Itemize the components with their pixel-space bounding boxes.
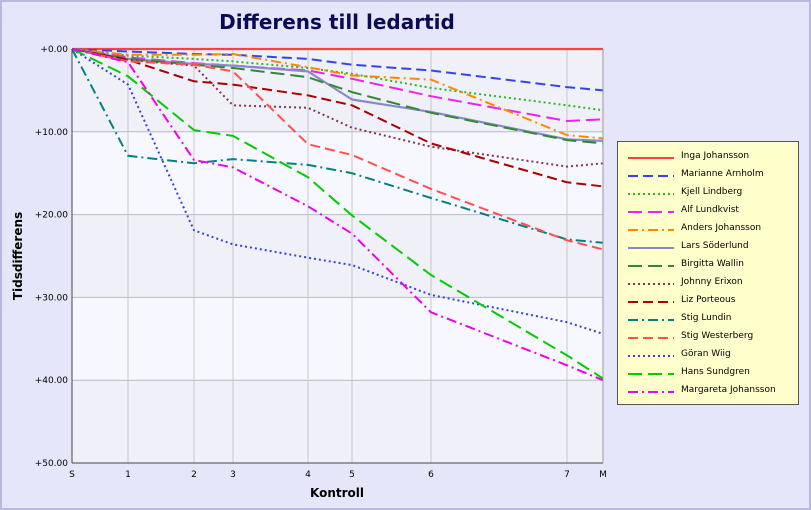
legend-label: Liz Porteous <box>681 295 736 305</box>
legend-label: Stig Westerberg <box>681 331 754 341</box>
legend-swatch <box>628 247 674 249</box>
y-tick-label: +0.00 <box>40 45 68 55</box>
series-line <box>71 48 604 251</box>
legend-label: Lars Söderlund <box>681 241 749 251</box>
legend-item: Lars Söderlund <box>618 239 798 257</box>
legend-item: Göran Wiig <box>618 347 798 365</box>
legend-swatch <box>628 193 674 195</box>
legend-swatch <box>628 229 674 231</box>
series-line <box>71 48 604 112</box>
series-lines <box>71 47 604 382</box>
x-tick-label: 5 <box>349 470 355 480</box>
legend-swatch <box>628 157 674 159</box>
legend-label: Marianne Arnholm <box>681 169 764 179</box>
legend-item: Stig Westerberg <box>618 329 798 347</box>
series-line <box>71 48 604 382</box>
legend-label: Inga Johansson <box>681 151 750 161</box>
legend-item: Kjell Lindberg <box>618 185 798 203</box>
legend-swatch <box>628 319 674 321</box>
y-tick-label: +20.00 <box>35 211 69 221</box>
chart-title: Differens till ledartid <box>219 10 455 34</box>
plot-band <box>72 297 603 381</box>
legend-swatch <box>628 301 674 303</box>
legend-label: Johnny Erixon <box>681 277 743 287</box>
x-tick-label: M <box>599 470 607 480</box>
x-tick-label: 6 <box>428 470 434 480</box>
series-line <box>71 47 604 142</box>
y-tick-label: +30.00 <box>35 293 69 303</box>
legend: Inga Johansson Marianne Arnholm Kjell Lind… <box>617 141 799 405</box>
legend-item: Alf Lundkvist <box>618 203 798 221</box>
x-tick-label: 1 <box>125 470 131 480</box>
legend-item: Stig Lundin <box>618 311 798 329</box>
plot-background <box>72 49 603 463</box>
legend-item: Johnny Erixon <box>618 275 798 293</box>
legend-label: Stig Lundin <box>681 313 732 323</box>
plot-band <box>72 214 603 298</box>
legend-item: Hans Sundgren <box>618 365 798 383</box>
legend-swatch <box>628 211 674 213</box>
legend-label: Kjell Lindberg <box>681 187 743 197</box>
series-line <box>71 48 604 92</box>
series-line <box>71 48 604 335</box>
plot-band <box>72 131 603 215</box>
x-tick-label: 7 <box>564 470 570 480</box>
legend-item: Liz Porteous <box>618 293 798 311</box>
legend-swatch <box>628 391 674 393</box>
tick-labels: +0.00 +10.00 +20.00 +30.00 +40.00 +50.00S 1 2 3 4… <box>35 45 607 480</box>
x-axis-title: Kontroll <box>310 486 364 500</box>
y-axis-title: Tidsdifferens <box>11 212 25 300</box>
legend-swatch <box>628 337 674 339</box>
series-line <box>71 48 604 188</box>
legend-item: Inga Johansson <box>618 149 798 167</box>
legend-item: Birgitta Wallin <box>618 257 798 275</box>
legend-label: Birgitta Wallin <box>681 259 744 269</box>
legend-swatch <box>628 175 674 177</box>
legend-label: Anders Johansson <box>681 223 762 233</box>
x-tick-label: 3 <box>230 470 236 480</box>
legend-swatch <box>628 283 674 285</box>
y-tick-label: +40.00 <box>35 376 69 386</box>
x-tick-label: S <box>69 470 75 480</box>
legend-label: Margareta Johansson <box>681 385 776 395</box>
legend-item: Anders Johansson <box>618 221 798 239</box>
series-line <box>71 48 604 168</box>
legend-swatch <box>628 265 674 267</box>
legend-label: Hans Sundgren <box>681 367 750 377</box>
legend-swatch <box>628 355 674 357</box>
x-tick-label: 4 <box>305 470 311 480</box>
y-tick-label: +10.00 <box>35 128 69 138</box>
axes <box>71 49 604 464</box>
series-line <box>71 48 604 244</box>
legend-label: Göran Wiig <box>681 349 731 359</box>
legend-swatch <box>628 373 674 375</box>
x-tick-label: 2 <box>191 470 197 480</box>
legend-item: Marianne Arnholm <box>618 167 798 185</box>
series-line <box>71 48 604 380</box>
legend-item: Margareta Johansson <box>618 383 798 401</box>
plot-band <box>72 380 603 463</box>
y-tick-label: +50.00 <box>35 459 69 469</box>
legend-label: Alf Lundkvist <box>681 205 739 215</box>
